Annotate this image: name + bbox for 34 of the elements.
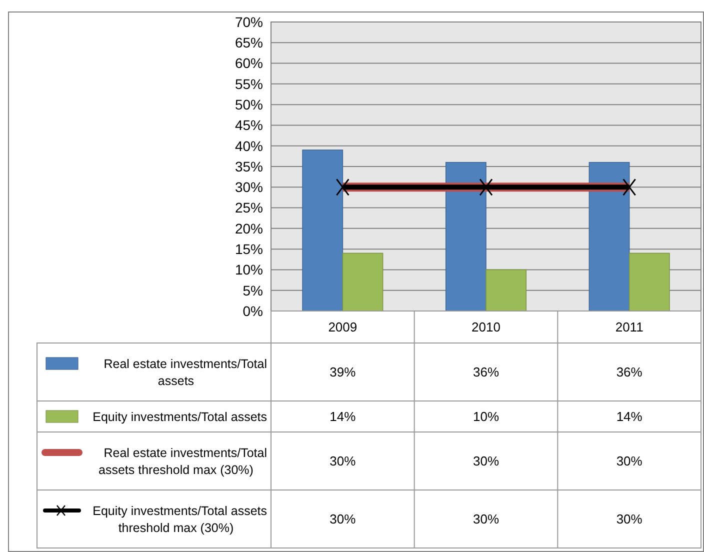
- data-label: 30%: [616, 512, 643, 527]
- y-tick-label: 25%: [234, 200, 263, 216]
- data-label: 14%: [330, 409, 356, 424]
- x-tick-label: 2011: [615, 320, 644, 335]
- legend-label: Equity investments/Total assets: [92, 410, 267, 424]
- y-tick-label: 40%: [234, 138, 263, 154]
- data-label: 36%: [472, 364, 500, 380]
- y-tick-label: 0%: [242, 302, 263, 319]
- data-label: 30%: [472, 454, 500, 469]
- data-label: 39%: [330, 364, 356, 380]
- y-tick-label: 55%: [234, 76, 263, 92]
- y-tick-label: 60%: [234, 55, 263, 72]
- y-tick-label: 35%: [234, 158, 263, 174]
- data-label: 14%: [616, 409, 643, 424]
- y-tick-label: 45%: [234, 117, 263, 134]
- y-tick-label: 10%: [234, 262, 263, 278]
- legend-label: Real estate investments/Total assets: [104, 356, 267, 388]
- data-label: 10%: [472, 409, 500, 424]
- legend-label: Equity investments/Total assets threshold max (30%): [92, 504, 267, 535]
- data-label: 36%: [616, 364, 643, 380]
- y-tick-label: 65%: [234, 34, 263, 51]
- x-tick-label: 2009: [328, 320, 358, 335]
- data-label: 30%: [472, 512, 500, 527]
- data-label: 30%: [330, 454, 356, 469]
- x-tick-label: 2010: [472, 320, 500, 335]
- y-tick-label: 5%: [242, 282, 263, 298]
- y-tick-label: 50%: [234, 96, 263, 112]
- legend-label: Real estate investments/Total assets threshold max (30%): [98, 446, 267, 477]
- y-tick-label: 30%: [234, 179, 263, 196]
- y-tick-label: 70%: [234, 14, 263, 30]
- data-label: 30%: [330, 512, 356, 527]
- y-tick-label: 15%: [234, 240, 263, 257]
- y-tick-label: 20%: [234, 220, 263, 236]
- data-label: 30%: [616, 454, 643, 469]
